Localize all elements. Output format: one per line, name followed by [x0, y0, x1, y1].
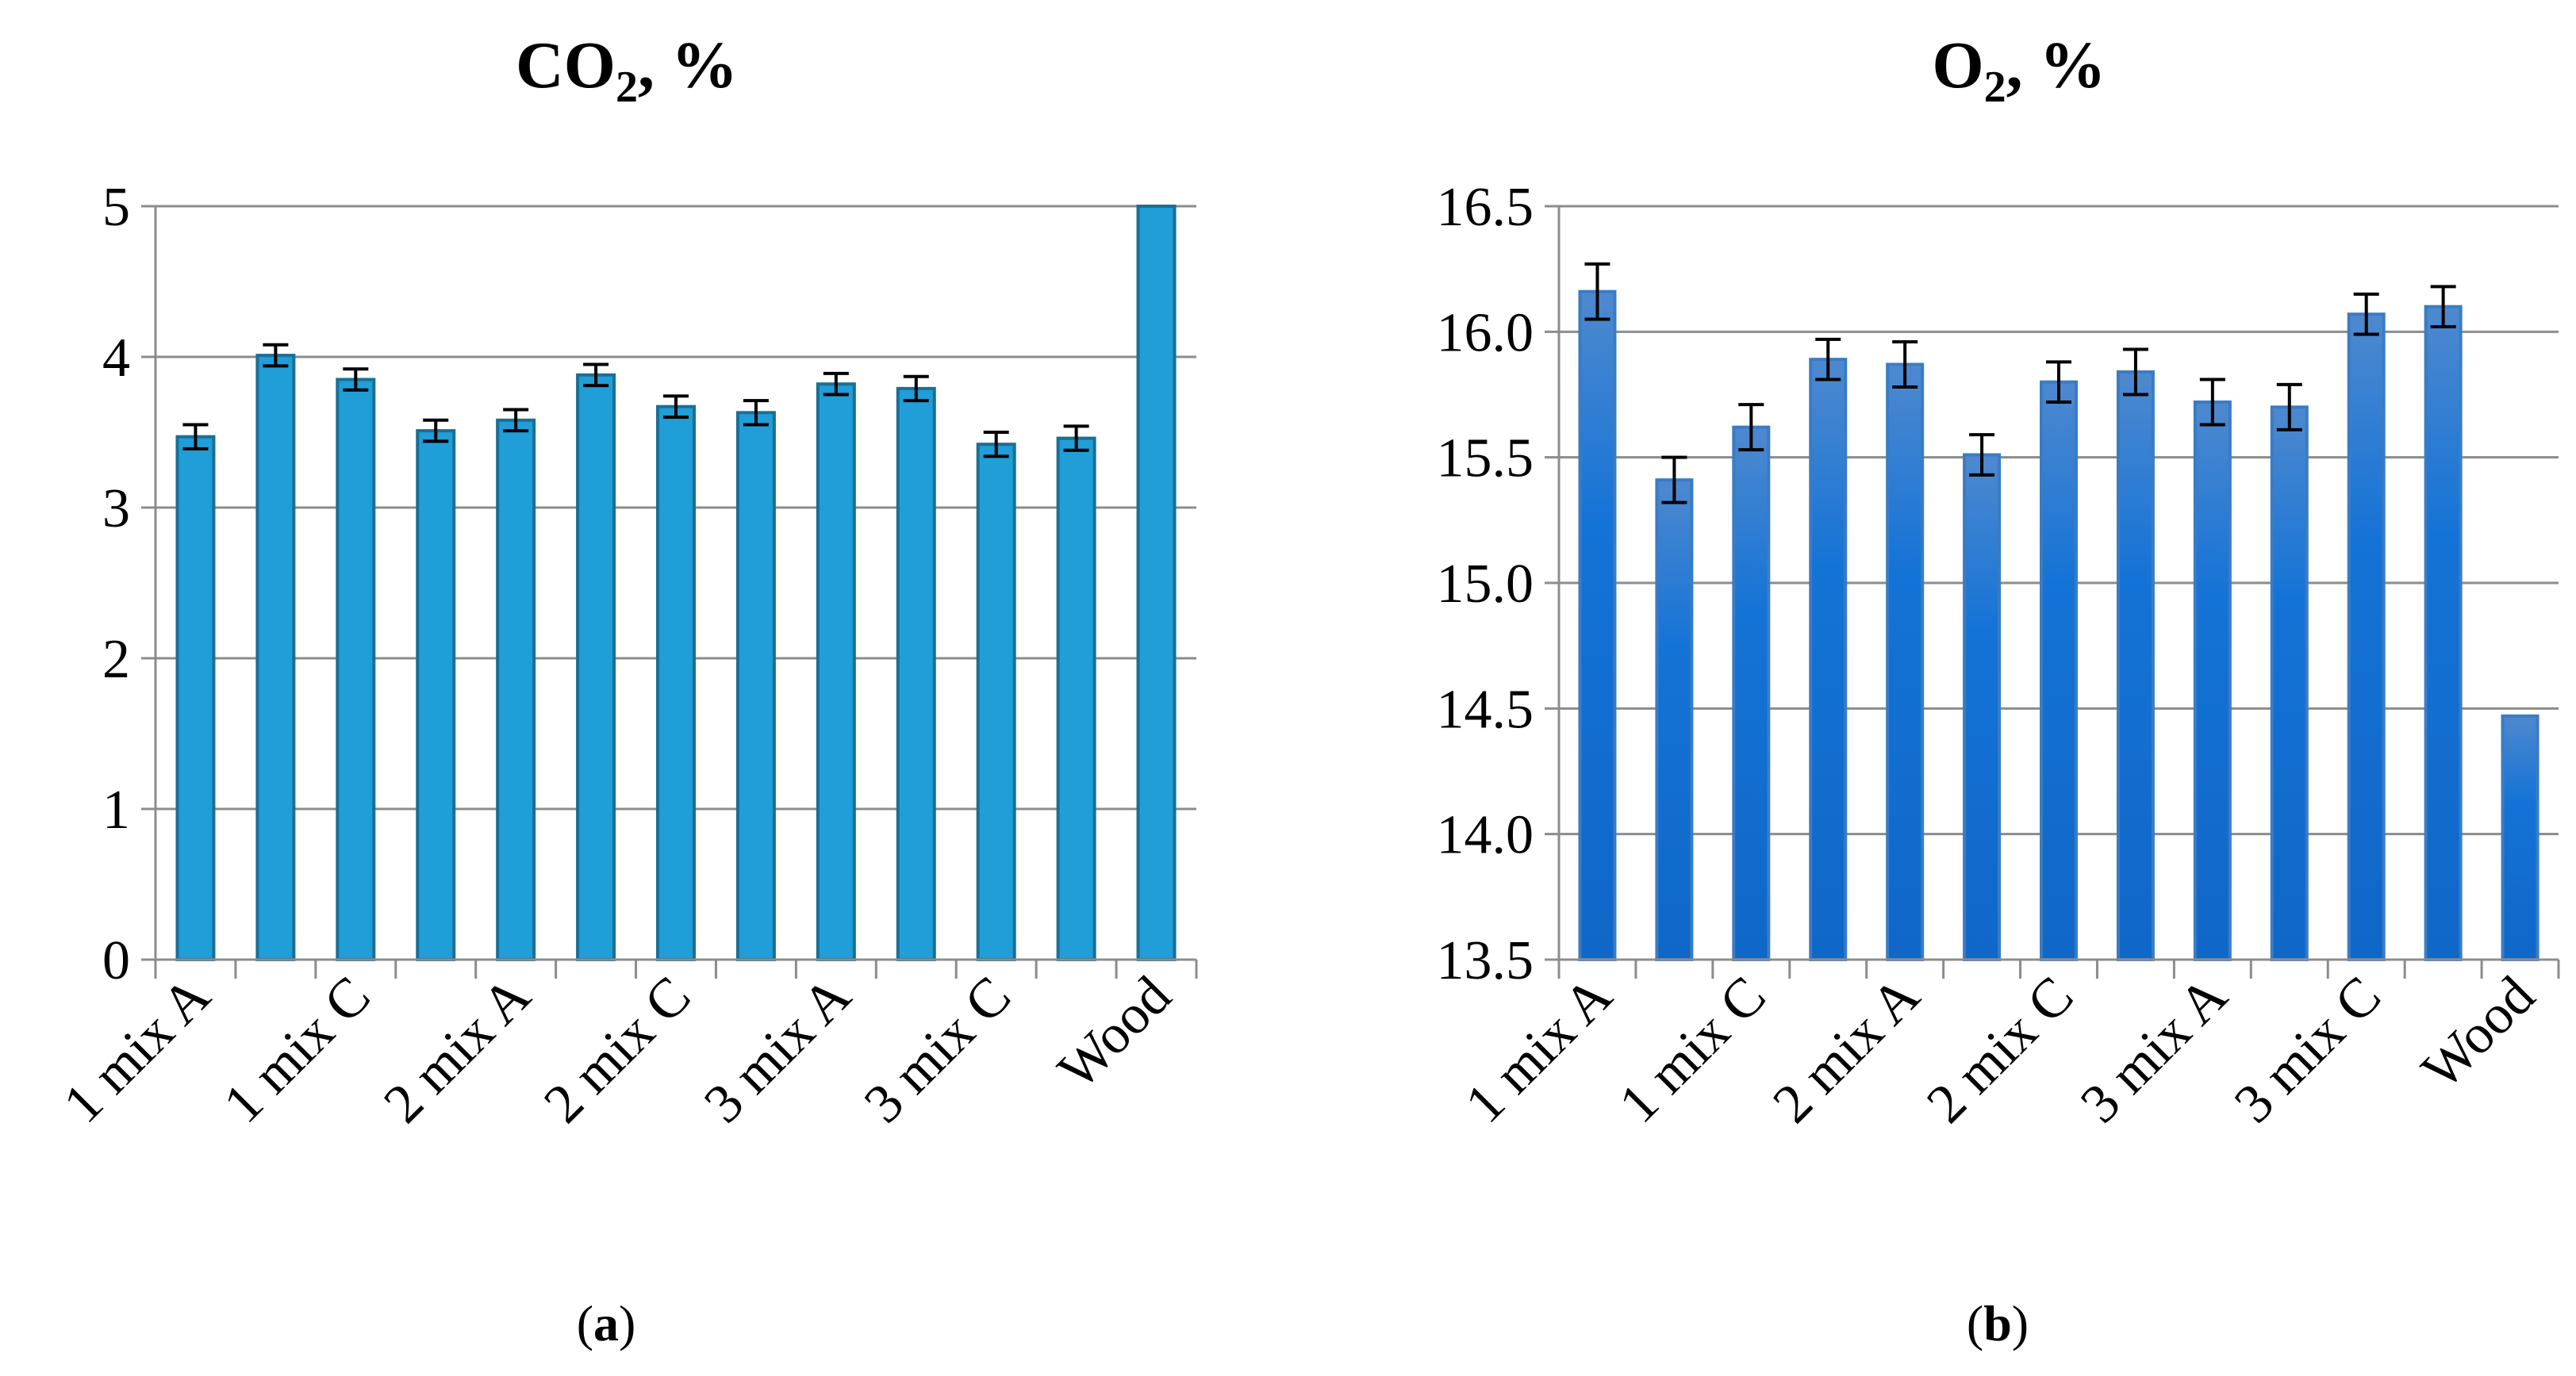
- co2-y-tick-label: 5: [102, 177, 130, 238]
- o2-y-tick-label: 16.0: [1437, 302, 1534, 363]
- co2-bar-wood: [1136, 205, 1177, 961]
- co2-bar-1-mix-a: [175, 435, 216, 961]
- o2-bar-1-mix-d: [1809, 358, 1848, 961]
- o2-bar-2-mix-d: [2116, 370, 2155, 961]
- co2-x-tick-label: 2 mix C: [532, 965, 702, 1135]
- o2-x-tick-labels: 1 mix A1 mix C2 mix A2 mix C3 mix A3 mix…: [1454, 965, 2547, 1135]
- o2-bar-3-mix-c: [2347, 312, 2386, 961]
- o2-bar-1-mix-c: [1732, 425, 1771, 961]
- co2-bar-2-mix-a: [496, 418, 536, 961]
- co2-error-bar: [903, 374, 929, 403]
- co2-y-tick-label: 2: [102, 629, 130, 690]
- o2-y-tick-label: 13.5: [1437, 930, 1534, 991]
- co2-error-bar: [823, 371, 849, 397]
- o2-bar-3-mix-a: [2193, 401, 2232, 961]
- co2-error-bar: [983, 431, 1009, 458]
- o2-chart: O2, % 13.5 14.0 14.5 15.0 15.5 16.0 16.5 1 mix…: [1437, 29, 2560, 1351]
- o2-error-bar: [1815, 337, 1841, 381]
- co2-bar-3-mix-c: [976, 443, 1016, 961]
- co2-error-bar: [182, 423, 209, 450]
- o2-error-bar: [2122, 347, 2148, 397]
- o2-x-tick-label: Wood: [2410, 965, 2546, 1101]
- o2-error-bar: [1584, 262, 1610, 321]
- o2-error-bar: [1892, 340, 1918, 389]
- co2-error-bar: [663, 394, 689, 419]
- o2-x-tick-label: 2 mix A: [1762, 965, 1932, 1135]
- o2-error-bar: [2046, 360, 2071, 404]
- co2-y-tick-label: 4: [102, 328, 130, 389]
- co2-x-tick-label: 2 mix A: [373, 965, 543, 1135]
- o2-y-tick-label: 14.0: [1437, 805, 1534, 866]
- co2-y-tick-labels: 0 1 2 3 4 5: [102, 177, 130, 991]
- co2-error-bar: [343, 367, 369, 392]
- co2-error-bar: [503, 408, 529, 433]
- o2-bar-3-mix-d: [2424, 305, 2463, 961]
- co2-bar-3-mix-a: [816, 382, 856, 961]
- co2-bar-2-mix-c: [656, 404, 696, 961]
- co2-bar-1-mix-b: [255, 354, 296, 962]
- o2-x-tick-label: 2 mix C: [1915, 965, 2085, 1135]
- co2-chart-title: CO2, %: [516, 29, 738, 112]
- co2-axes: [141, 205, 1198, 979]
- co2-x-tick-labels: 1 mix A1 mix C2 mix A2 mix C3 mix A3 mix…: [52, 965, 1183, 1135]
- o2-axes: [1545, 205, 2560, 979]
- co2-x-tick-label: 3 mix A: [693, 965, 862, 1135]
- o2-bar-3-mix-b: [2270, 405, 2309, 961]
- co2-bar-2-mix-b: [576, 373, 616, 961]
- o2-error-bar: [2276, 382, 2302, 431]
- o2-x-tick-label: 3 mix C: [2223, 965, 2393, 1135]
- o2-error-bars: [1584, 262, 2456, 504]
- co2-error-bar: [743, 399, 769, 427]
- o2-y-tick-label: 15.5: [1437, 428, 1534, 489]
- o2-error-bar: [2199, 378, 2225, 427]
- o2-bar-2-mix-a: [1886, 362, 1925, 961]
- o2-y-tick-labels: 13.5 14.0 14.5 15.0 15.5 16.0 16.5: [1437, 177, 1534, 991]
- o2-error-bar: [1969, 433, 1995, 477]
- co2-bar-3-mix-d: [1056, 436, 1096, 961]
- co2-x-tick-label: 1 mix A: [52, 965, 222, 1135]
- o2-y-tick-label: 14.5: [1437, 679, 1534, 740]
- co2-x-tick-label: 1 mix C: [213, 965, 382, 1135]
- co2-error-bar: [263, 343, 289, 368]
- o2-error-bar: [2353, 292, 2379, 336]
- co2-bars: [175, 205, 1177, 962]
- o2-y-tick-label: 16.5: [1437, 177, 1534, 238]
- co2-y-tick-label: 3: [102, 478, 130, 539]
- co2-bar-1-mix-c: [336, 378, 376, 961]
- o2-error-bar: [2430, 285, 2456, 328]
- co2-bar-2-mix-d: [735, 411, 776, 961]
- co2-error-bar: [1063, 424, 1089, 452]
- o2-bar-2-mix-b: [1963, 453, 2002, 961]
- o2-chart-title: O2, %: [1932, 29, 2106, 112]
- o2-bar-1-mix-a: [1578, 289, 1617, 961]
- co2-error-bar: [583, 362, 609, 388]
- co2-panel-label: (a): [577, 1295, 636, 1351]
- o2-error-bar: [1661, 455, 1687, 504]
- o2-bar-2-mix-c: [2040, 380, 2078, 961]
- co2-bar-3-mix-b: [896, 386, 936, 961]
- o2-bar-1-mix-b: [1655, 478, 1694, 961]
- o2-error-bar: [1738, 403, 1764, 452]
- co2-chart: CO2, % 0 1 2 3 4 5 1 mix A1 mix C2 mix A2 mix…: [52, 29, 1198, 1351]
- o2-y-tick-label: 15.0: [1437, 554, 1534, 615]
- co2-x-tick-label: 3 mix C: [853, 965, 1023, 1135]
- o2-panel-label: (b): [1967, 1295, 2029, 1351]
- co2-bar-1-mix-d: [416, 429, 456, 961]
- o2-bar-wood: [2501, 714, 2540, 961]
- co2-y-tick-label: 1: [102, 780, 130, 841]
- co2-error-bars: [182, 343, 1089, 458]
- co2-x-tick-label: Wood: [1046, 965, 1182, 1101]
- o2-x-tick-label: 3 mix A: [2069, 965, 2239, 1135]
- co2-error-bar: [423, 418, 449, 443]
- co2-y-tick-label: 0: [102, 930, 130, 991]
- o2-x-tick-label: 1 mix C: [1608, 965, 1778, 1135]
